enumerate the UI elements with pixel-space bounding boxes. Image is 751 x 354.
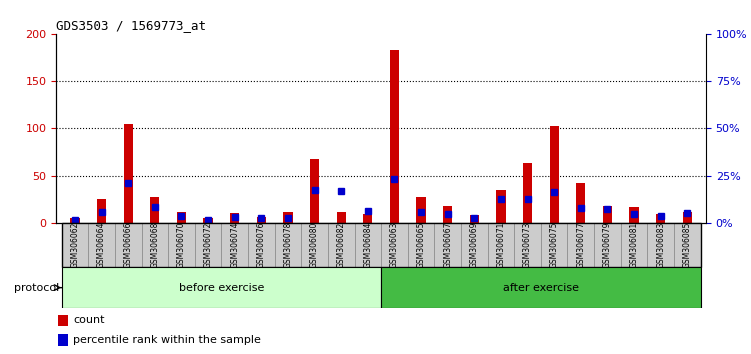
Text: before exercise: before exercise xyxy=(179,282,264,293)
FancyBboxPatch shape xyxy=(594,223,621,267)
Bar xyxy=(656,215,665,223)
FancyBboxPatch shape xyxy=(62,267,382,308)
FancyBboxPatch shape xyxy=(621,223,647,267)
FancyBboxPatch shape xyxy=(89,223,115,267)
FancyBboxPatch shape xyxy=(674,223,701,267)
Bar xyxy=(390,50,399,223)
Text: GSM306085: GSM306085 xyxy=(683,222,692,268)
FancyBboxPatch shape xyxy=(354,223,382,267)
Bar xyxy=(59,315,68,326)
Bar xyxy=(230,213,240,223)
FancyBboxPatch shape xyxy=(222,223,248,267)
Bar xyxy=(469,216,479,223)
Text: GSM306072: GSM306072 xyxy=(204,222,213,268)
Text: GSM306079: GSM306079 xyxy=(603,222,612,268)
Text: GSM306069: GSM306069 xyxy=(470,222,479,268)
FancyBboxPatch shape xyxy=(487,223,514,267)
Bar xyxy=(629,207,638,223)
FancyBboxPatch shape xyxy=(275,223,301,267)
Text: GSM306075: GSM306075 xyxy=(550,222,559,268)
Bar xyxy=(550,126,559,223)
Bar xyxy=(523,163,532,223)
FancyBboxPatch shape xyxy=(141,223,168,267)
Bar xyxy=(683,212,692,223)
Text: GSM306068: GSM306068 xyxy=(150,222,159,268)
Bar xyxy=(336,212,346,223)
FancyBboxPatch shape xyxy=(541,223,568,267)
Text: GSM306064: GSM306064 xyxy=(97,222,106,268)
FancyBboxPatch shape xyxy=(382,223,408,267)
Bar xyxy=(257,217,266,223)
Text: GSM306081: GSM306081 xyxy=(629,222,638,268)
Bar xyxy=(416,196,426,223)
Text: GSM306071: GSM306071 xyxy=(496,222,505,268)
Bar xyxy=(204,218,213,223)
Bar xyxy=(97,199,106,223)
Text: GSM306083: GSM306083 xyxy=(656,222,665,268)
FancyBboxPatch shape xyxy=(434,223,461,267)
Bar xyxy=(59,334,68,346)
FancyBboxPatch shape xyxy=(62,223,89,267)
Text: GSM306084: GSM306084 xyxy=(363,222,372,268)
Text: GSM306078: GSM306078 xyxy=(283,222,292,268)
Text: percentile rank within the sample: percentile rank within the sample xyxy=(74,335,261,345)
Bar xyxy=(363,213,372,223)
Text: GSM306080: GSM306080 xyxy=(310,222,319,268)
FancyBboxPatch shape xyxy=(115,223,141,267)
Text: GSM306065: GSM306065 xyxy=(417,222,426,268)
Text: GSM306073: GSM306073 xyxy=(523,222,532,268)
Text: after exercise: after exercise xyxy=(503,282,579,293)
Text: GSM306067: GSM306067 xyxy=(443,222,452,268)
Text: count: count xyxy=(74,315,104,325)
Text: GSM306076: GSM306076 xyxy=(257,222,266,268)
Text: GSM306063: GSM306063 xyxy=(390,222,399,268)
FancyBboxPatch shape xyxy=(248,223,275,267)
Text: GSM306077: GSM306077 xyxy=(576,222,585,268)
Bar xyxy=(603,206,612,223)
Text: GSM306074: GSM306074 xyxy=(231,222,240,268)
FancyBboxPatch shape xyxy=(647,223,674,267)
Bar xyxy=(176,212,186,223)
Bar xyxy=(496,190,505,223)
Text: GSM306066: GSM306066 xyxy=(124,222,133,268)
Text: GSM306062: GSM306062 xyxy=(71,222,80,268)
Bar xyxy=(71,218,80,223)
Bar xyxy=(150,198,159,223)
FancyBboxPatch shape xyxy=(514,223,541,267)
Bar xyxy=(310,159,319,223)
FancyBboxPatch shape xyxy=(568,223,594,267)
FancyBboxPatch shape xyxy=(328,223,354,267)
Bar xyxy=(443,206,452,223)
Bar xyxy=(283,212,293,223)
Text: GSM306070: GSM306070 xyxy=(177,222,186,268)
FancyBboxPatch shape xyxy=(408,223,434,267)
Text: protocol: protocol xyxy=(14,282,59,293)
FancyBboxPatch shape xyxy=(382,267,701,308)
Bar xyxy=(124,124,133,223)
FancyBboxPatch shape xyxy=(168,223,195,267)
Bar xyxy=(576,183,586,223)
FancyBboxPatch shape xyxy=(195,223,222,267)
FancyBboxPatch shape xyxy=(301,223,328,267)
FancyBboxPatch shape xyxy=(461,223,487,267)
Text: GSM306082: GSM306082 xyxy=(336,222,345,268)
Text: GDS3503 / 1569773_at: GDS3503 / 1569773_at xyxy=(56,19,207,33)
